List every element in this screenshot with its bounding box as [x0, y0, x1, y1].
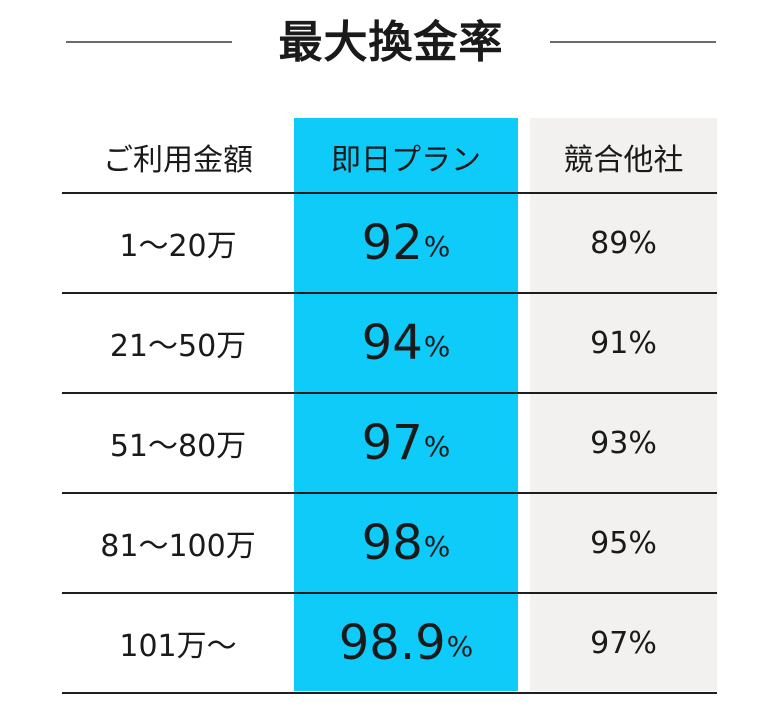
plan-rate-unit: % — [423, 530, 451, 563]
table-row: 81〜100万 98% 95% — [62, 494, 717, 594]
page-title: 最大換金率 — [278, 17, 504, 68]
header-amount: ご利用金額 — [103, 143, 253, 178]
amount-cell: 1〜20万 — [119, 229, 237, 264]
rival-rate-cell: 89% — [590, 225, 657, 261]
plan-rate-value: 98 — [361, 515, 423, 571]
plan-rate-cell: 94% — [294, 294, 518, 392]
comparison-table: ご利用金額 即日プラン 競合他社 1〜20万 92% 89% 21〜50万 94… — [62, 118, 717, 694]
rival-rate-cell: 93% — [590, 425, 657, 461]
plan-rate-unit: % — [446, 630, 474, 663]
rival-column-background — [530, 118, 717, 691]
plan-rate-cell: 92% — [294, 194, 518, 292]
plan-column-highlight — [294, 118, 518, 691]
plan-rate-unit: % — [423, 330, 451, 363]
header-rival: 競合他社 — [563, 143, 684, 178]
amount-cell: 21〜50万 — [109, 329, 247, 364]
plan-rate-value: 98.9 — [338, 615, 446, 671]
table-row: 51〜80万 97% 93% — [62, 394, 717, 494]
amount-cell: 101万〜 — [119, 629, 237, 664]
plan-rate-cell: 98.9% — [294, 594, 518, 692]
plan-rate-cell: 98% — [294, 494, 518, 592]
table-row: 101万〜 98.9% 97% — [62, 594, 717, 694]
table-row: 21〜50万 94% 91% — [62, 294, 717, 394]
rival-rate-cell: 91% — [590, 325, 657, 361]
rival-rate-cell: 95% — [590, 525, 657, 561]
plan-rate-cell: 97% — [294, 394, 518, 492]
amount-cell: 51〜80万 — [109, 429, 247, 464]
plan-rate-unit: % — [423, 230, 451, 263]
rival-rate-cell: 97% — [590, 625, 657, 661]
table-header-row: ご利用金額 即日プラン 競合他社 — [62, 118, 717, 194]
table-row: 1〜20万 92% 89% — [62, 194, 717, 294]
section-title: 最大換金率 — [0, 0, 768, 90]
plan-rate-unit: % — [423, 430, 451, 463]
plan-rate-value: 92 — [361, 215, 423, 271]
title-divider-right — [550, 41, 716, 43]
amount-cell: 81〜100万 — [100, 529, 256, 564]
header-plan: 即日プラン — [331, 143, 481, 178]
title-divider-left — [66, 41, 232, 43]
plan-rate-value: 94 — [361, 315, 423, 371]
plan-rate-value: 97 — [361, 415, 423, 471]
